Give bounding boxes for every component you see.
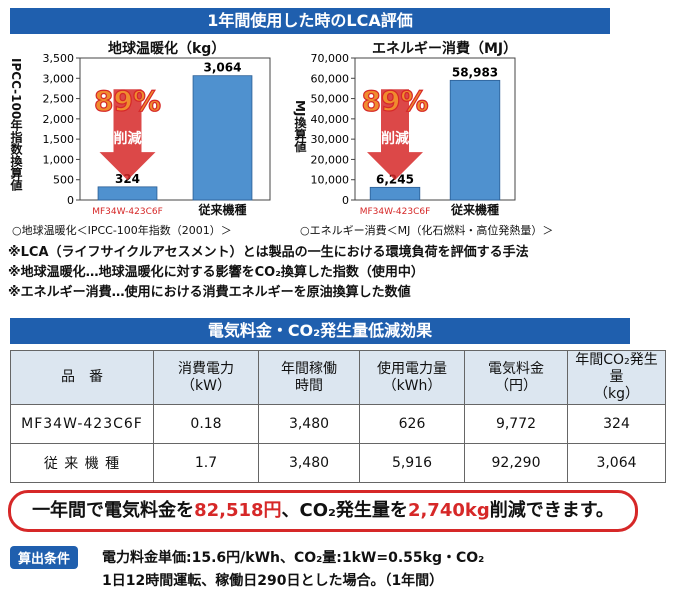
chart2-category-label: 従来機種: [450, 202, 499, 217]
chart2-ytick-label: 50,000: [311, 93, 350, 106]
row1-cost: 9,772: [464, 404, 568, 444]
chart2-ytick-label: 30,000: [311, 133, 350, 146]
chart1-ytick-label: 1,500: [43, 133, 75, 146]
chart1-ytick-label: 3,500: [43, 52, 75, 65]
summary-pre: 一年間で電気料金を: [32, 500, 195, 521]
row1-model: MF34W-423C6F: [10, 404, 154, 444]
chart1-badge: 89%: [94, 85, 161, 118]
col-usage-label: 使用電力量 （kWh）: [377, 360, 447, 394]
col-cost: 電気料金 （円）: [464, 350, 568, 405]
chart1-value-label: 3,064: [204, 61, 242, 75]
chart2-badge: 89%: [361, 85, 428, 118]
cost-table: 品 番 消費電力 （kW） 年間稼働 時間 使用電力量 （kWh） 電気料金 （…: [10, 350, 666, 483]
chart1-bar: [97, 186, 158, 201]
row2-power: 1.7: [153, 443, 259, 483]
row2-co2: 3,064: [567, 443, 666, 483]
chart2-value-label: 58,983: [452, 65, 498, 79]
row2-usage: 5,916: [359, 443, 465, 483]
chart2-plot: 0 10,000 20,000 30,000 40,000 50,000 60,000 70,…: [311, 52, 516, 217]
conditions-line2: 1日12時間運転、稼働日290日とした場合。（1年間）: [102, 573, 444, 589]
chart2-ytick-label: 20,000: [311, 153, 350, 166]
summary-yen: 82,518円: [194, 500, 282, 521]
summary-mid: 、CO₂発生量を: [281, 500, 408, 521]
lca-banner: 1年間使用した時のLCA評価: [10, 8, 610, 34]
chart2-ytick-label: 70,000: [311, 52, 350, 65]
row1-co2: 324: [567, 404, 666, 444]
chart1-ytick-label: 1,000: [43, 153, 75, 166]
col-hours-label: 年間稼働 時間: [281, 360, 337, 394]
row2-cost: 92,290: [464, 443, 568, 483]
chart2-ylabel: MJ換算値: [293, 100, 307, 153]
row2-model: 従 来 機 種: [10, 443, 154, 483]
col-co2: 年間CO₂発生量 （kg）: [567, 350, 666, 405]
chart2-category-label: MF34W-423C6F: [360, 207, 431, 217]
chart2-bar: [369, 186, 421, 201]
row1-hours: 3,480: [258, 404, 360, 444]
conditions-tag: 算出条件: [10, 546, 79, 569]
col-power-label: 消費電力 （kW）: [178, 360, 234, 394]
row1-power: 0.18: [153, 404, 259, 444]
chart1-arrow: [99, 89, 156, 181]
note-energy: ※エネルギー消費…使用における消費エネルギーを原油換算した数値: [8, 285, 411, 300]
chart1-ytick-label: 2,000: [43, 113, 75, 126]
chart1-caption: ○地球温暖化＜IPCC-100年指数（2001）＞: [12, 224, 232, 237]
col-co2-label: 年間CO₂発生量 （kg）: [575, 352, 658, 402]
chart1-ylabel: IPCC-100年指数換算値: [9, 58, 23, 192]
chart1-ytick-label: 0: [67, 194, 74, 207]
chart1-badge-sub: 削減: [114, 130, 142, 147]
chart2-ytick-label: 60,000: [311, 72, 350, 85]
chart2-bar: [449, 79, 501, 201]
note-warming: ※地球温暖化…地球温暖化に対する影響をCO₂換算した指数（使用中）: [8, 265, 424, 280]
chart1-title: 地球温暖化（kg）: [108, 41, 226, 57]
chart2-ytick-label: 0: [342, 194, 349, 207]
chart1-ytick-label: 500: [53, 174, 74, 187]
chart1-ytick-label: 3,000: [43, 72, 75, 85]
col-usage: 使用電力量 （kWh）: [359, 350, 465, 405]
cost-banner: 電気料金・CO₂発生量低減効果: [10, 318, 630, 344]
lca-banner-title: 1年間使用した時のLCA評価: [207, 11, 413, 30]
row1-usage: 626: [359, 404, 465, 444]
chart1-category-label: MF34W-423C6F: [92, 207, 163, 217]
table-row: 従 来 機 種 1.7 3,480 5,916 92,290 3,064: [10, 443, 666, 483]
chart2-caption: ○エネルギー消費＜MJ（化石燃料・高位発熱量）＞: [300, 224, 554, 237]
table-header-row: 品 番 消費電力 （kW） 年間稼働 時間 使用電力量 （kWh） 電気料金 （…: [10, 350, 666, 405]
chart1-plot: 05001,0001,5002,0002,5003,0003,500324MF3…: [43, 52, 271, 217]
col-hours: 年間稼働 時間: [258, 350, 360, 405]
cost-banner-title: 電気料金・CO₂発生量低減効果: [207, 321, 433, 340]
col-model: 品 番: [10, 350, 154, 405]
chart2-arrow: [367, 89, 423, 181]
chart1-bar: [192, 75, 253, 201]
chart2-title: エネルギー消費（MJ）: [372, 41, 518, 57]
table-row: MF34W-423C6F 0.18 3,480 626 9,772 324: [10, 404, 666, 444]
conditions-line1: 電力料金単価:15.6円/kWh、CO₂量:1kW=0.55kg・CO₂: [102, 550, 485, 566]
chart1-category-label: 従来機種: [197, 202, 246, 217]
chart2-ytick-label: 10,000: [311, 174, 350, 187]
savings-summary: 一年間で電気料金を82,518円、CO₂発生量を2,740kg削減できます。: [8, 490, 638, 532]
col-cost-label: 電気料金 （円）: [488, 360, 544, 394]
chart2-ytick-label: 40,000: [311, 113, 350, 126]
col-power: 消費電力 （kW）: [153, 350, 259, 405]
note-lca: ※LCA（ライフサイクルアセスメント）とは製品の一生における環境負荷を評価する手…: [8, 245, 529, 260]
chart2-badge-sub: 削減: [381, 130, 409, 147]
summary-post: 削減できます。: [489, 500, 614, 521]
chart1-ytick-label: 2,500: [43, 93, 75, 106]
summary-kg: 2,740kg: [407, 500, 490, 521]
row2-hours: 3,480: [258, 443, 360, 483]
